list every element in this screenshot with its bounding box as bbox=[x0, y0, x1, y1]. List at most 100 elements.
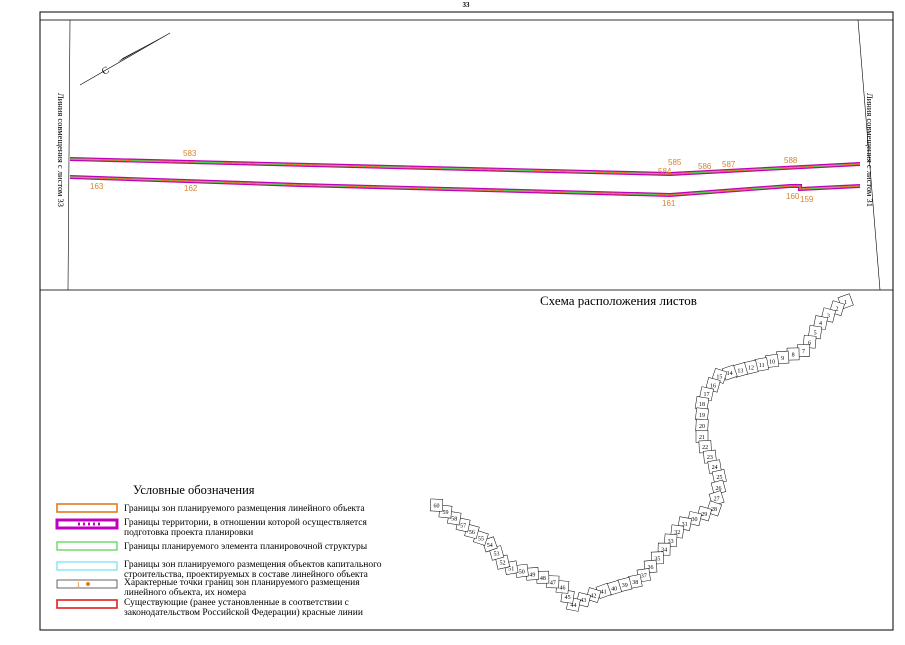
point-label: 584 bbox=[658, 167, 672, 176]
sheet-number: 52 bbox=[500, 561, 506, 567]
point-label: 586 bbox=[698, 162, 712, 171]
sheet-number: 35 bbox=[654, 556, 660, 562]
sheet-number: 42 bbox=[590, 594, 596, 600]
sheet-number: 27 bbox=[714, 497, 720, 503]
sheet-number: 30 bbox=[691, 517, 697, 523]
sheet-number: 16 bbox=[710, 383, 716, 389]
sheet-number: 14 bbox=[727, 371, 733, 377]
sheet-number: 36 bbox=[648, 565, 654, 571]
sheet-number: 59 bbox=[442, 510, 448, 516]
legend-title: Условные обозначения bbox=[133, 483, 255, 497]
map-frame bbox=[39, 19, 894, 291]
sheet-number: 3 bbox=[827, 314, 830, 320]
sheet-number: 5 bbox=[814, 331, 817, 337]
sheet-number: 40 bbox=[611, 586, 617, 592]
sheet-number: 43 bbox=[580, 598, 586, 604]
sheet-number: 33 bbox=[668, 539, 674, 545]
sheet-number: 10 bbox=[769, 359, 775, 365]
sheet-number: 48 bbox=[540, 576, 546, 582]
legend-text: Границы зон планируемого размещения лине… bbox=[124, 503, 365, 514]
page-number: 33 bbox=[463, 1, 471, 9]
sheet-number: 39 bbox=[622, 583, 628, 589]
sheet-number: 11 bbox=[759, 363, 765, 369]
sheet-number: 24 bbox=[712, 465, 718, 471]
legend-text: Границы территории, в отношении которой … bbox=[124, 517, 368, 538]
sheet-number: 13 bbox=[737, 368, 743, 374]
sheet-number: 37 bbox=[641, 574, 647, 580]
element-boundary bbox=[69, 176, 861, 196]
swatch-element bbox=[56, 541, 118, 551]
point-label: 159 bbox=[800, 195, 814, 204]
sheet-number: 4 bbox=[819, 321, 822, 327]
sheet-number: 41 bbox=[601, 589, 607, 595]
sheet-number: 21 bbox=[699, 435, 705, 441]
swatch-planning bbox=[55, 518, 119, 530]
sheet-number: 2 bbox=[836, 307, 839, 313]
sheet-number: 26 bbox=[715, 486, 721, 492]
sheet-number: 29 bbox=[701, 512, 707, 518]
sheet-number: 31 bbox=[682, 522, 688, 528]
sheet-number: 20 bbox=[699, 424, 705, 430]
sheet-number: 49 bbox=[529, 572, 535, 578]
sheet-number: 57 bbox=[460, 523, 466, 529]
sheet-number: 25 bbox=[716, 475, 722, 481]
sheet-box bbox=[429, 498, 444, 512]
swatch-zone bbox=[56, 503, 118, 513]
match-label: Линия совмещения с листом 31 bbox=[865, 93, 875, 207]
match-line bbox=[67, 19, 71, 291]
sheet-number: 23 bbox=[707, 455, 713, 461]
point-label: 588 bbox=[784, 156, 798, 165]
match-line bbox=[857, 19, 881, 291]
sheet-number: 60 bbox=[433, 504, 439, 510]
point-label: 583 bbox=[183, 149, 197, 158]
sheet-number: 9 bbox=[781, 356, 784, 362]
sheet-number: 28 bbox=[711, 507, 717, 513]
sheet-number: 17 bbox=[704, 392, 710, 398]
swatch-number: 1 bbox=[77, 581, 81, 589]
swatch-red bbox=[56, 599, 118, 609]
point-label: 585 bbox=[668, 158, 682, 167]
sheet-number: 18 bbox=[699, 402, 705, 408]
sheet-number: 19 bbox=[699, 413, 705, 419]
element-boundary bbox=[69, 158, 861, 175]
sheet-number: 38 bbox=[632, 580, 638, 586]
sheet-number: 51 bbox=[508, 566, 514, 572]
point-label: 163 bbox=[90, 182, 104, 191]
sheet-number: 58 bbox=[451, 517, 457, 523]
point-label: 160 bbox=[786, 192, 800, 201]
north-label: С bbox=[100, 65, 112, 78]
legend-text: Существующие (ранее установленные в соот… bbox=[124, 597, 363, 618]
sheet-number: 8 bbox=[792, 352, 795, 358]
sheet-number: 7 bbox=[802, 349, 805, 355]
sheet-number: 54 bbox=[487, 543, 493, 549]
point-label: 162 bbox=[184, 184, 198, 193]
sheet-number: 55 bbox=[478, 536, 484, 542]
scheme-title: Схема расположения листов bbox=[540, 293, 697, 308]
swatch-dot bbox=[86, 582, 90, 586]
swatch-points bbox=[56, 579, 118, 589]
point-label: 161 bbox=[662, 199, 676, 208]
frame bbox=[39, 11, 894, 631]
match-label: Линия совмещения с листом 33 bbox=[56, 93, 66, 207]
sheet-number: 1 bbox=[844, 300, 847, 306]
sheet-number: 44 bbox=[570, 603, 576, 609]
sheet-number: 32 bbox=[674, 530, 680, 536]
sheet-number: 56 bbox=[469, 530, 475, 536]
sheet-number: 15 bbox=[716, 374, 722, 380]
sheet-number: 46 bbox=[559, 585, 565, 591]
sheet-number: 12 bbox=[748, 366, 754, 372]
sheet-number: 53 bbox=[493, 551, 499, 557]
sheet-number: 47 bbox=[550, 580, 556, 586]
sheet-number: 45 bbox=[565, 595, 571, 601]
sheet-number: 6 bbox=[808, 340, 811, 346]
point-label: 587 bbox=[722, 160, 736, 169]
legend-text: Характерные точки границ зон планируемог… bbox=[124, 578, 360, 598]
legend-text: Границы зон планируемого размещения объе… bbox=[124, 559, 382, 580]
sheet-number: 22 bbox=[702, 445, 708, 451]
sheet-number: 50 bbox=[519, 569, 525, 575]
north-arrow: С bbox=[79, 32, 171, 86]
sheet-number: 34 bbox=[661, 548, 667, 554]
swatch-capital bbox=[56, 561, 118, 571]
legend-text: Границы планируемого элемента планировоч… bbox=[124, 541, 368, 552]
